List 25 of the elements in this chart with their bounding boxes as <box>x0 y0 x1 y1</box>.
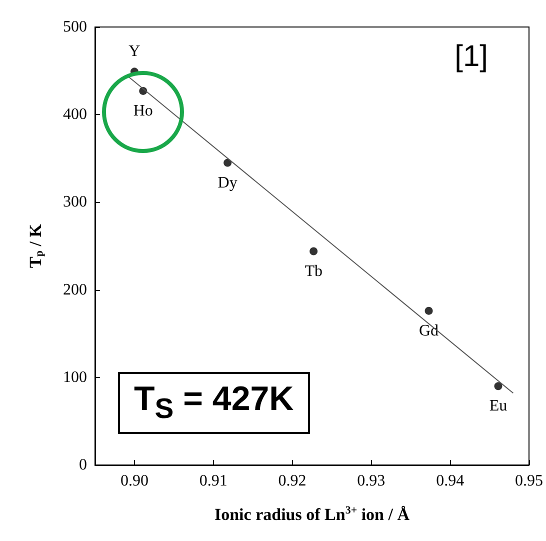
annotation: Y <box>128 43 141 60</box>
y-tick-label: 100 <box>63 368 87 386</box>
x-tick-label: 0.90 <box>120 472 148 490</box>
x-tick-label: 0.93 <box>357 472 386 490</box>
y-tick-label: 400 <box>63 106 87 124</box>
annotation: Gd <box>419 322 439 340</box>
y-tick-label: 200 <box>63 281 87 298</box>
y-axis-title: Tp / K <box>26 223 46 268</box>
y-tick-label: 300 <box>63 194 87 211</box>
x-tick-label: 0.94 <box>436 472 464 490</box>
x-tick-label: 0.92 <box>278 472 306 490</box>
point <box>224 158 232 167</box>
annotation: Ho <box>133 102 153 120</box>
y-tick-label: 0 <box>79 456 87 474</box>
annotation: [1] <box>454 40 488 74</box>
x-tick-label: 0.95 <box>515 472 543 490</box>
x-tick-label: 0.91 <box>199 472 228 490</box>
annotation: T$_{S}$ = 427K <box>118 372 310 434</box>
point <box>310 247 318 256</box>
annotation: Eu <box>489 398 508 415</box>
point <box>494 382 502 390</box>
annotation: Tb <box>304 262 322 280</box>
y-tick-label: 500 <box>63 18 87 36</box>
point <box>424 306 433 315</box>
annotation: Dy <box>218 174 238 192</box>
